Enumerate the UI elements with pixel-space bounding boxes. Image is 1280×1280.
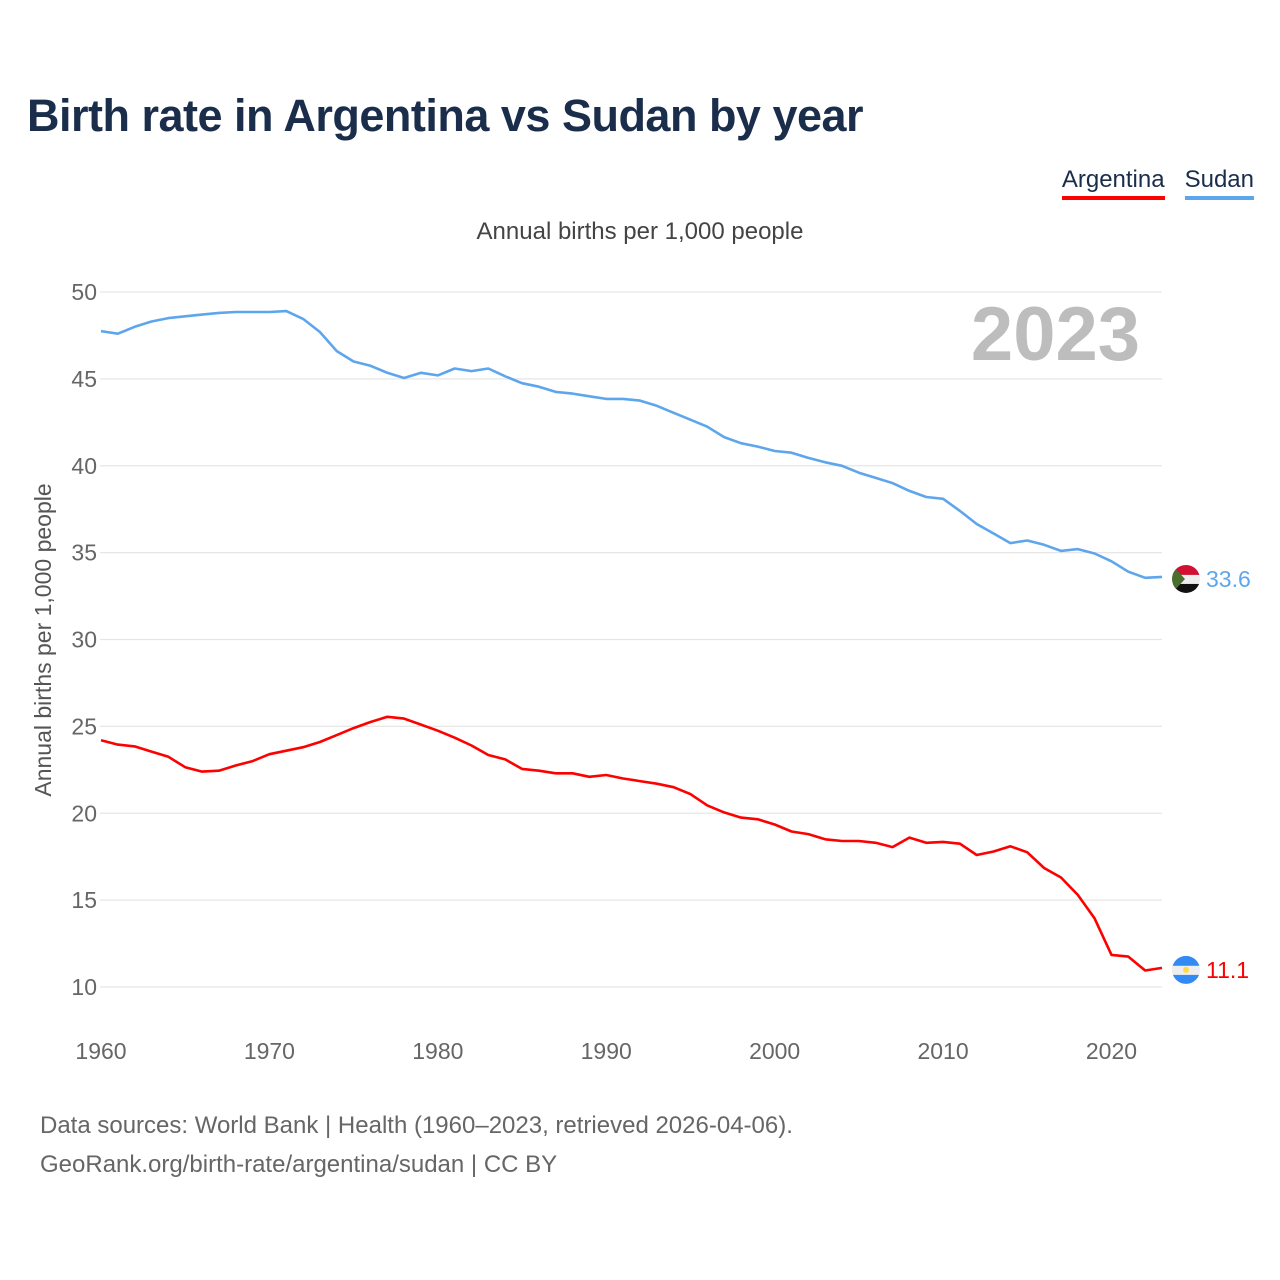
- footer-sources: Data sources: World Bank | Health (1960–…: [40, 1112, 793, 1139]
- series-line-argentina[interactable]: [100, 715, 1163, 972]
- line-chart: 10 15 20 25 30 35 40 45 50 1960 1970 1980 1990 2000 20…: [30, 279, 1251, 1064]
- y-tick-label: 20: [71, 800, 97, 826]
- chart-title: Birth rate in Argentina vs Sudan by year: [27, 90, 864, 141]
- footer-link[interactable]: GeoRank.org/birth-rate/argentina/sudan |…: [40, 1151, 558, 1178]
- y-tick-label: 50: [71, 279, 97, 305]
- y-tick-label: 40: [71, 453, 97, 479]
- end-value-label: 11.1: [1206, 957, 1249, 983]
- year-watermark: 2023: [971, 292, 1140, 377]
- legend: Argentina Sudan: [1061, 166, 1254, 200]
- footer: Data sources: World Bank | Health (1960–…: [40, 1106, 793, 1184]
- x-tick-label: 1990: [581, 1038, 632, 1064]
- sudan-flag-icon: [1172, 564, 1200, 593]
- y-tick-label: 25: [71, 713, 97, 739]
- x-tick-label: 1960: [75, 1038, 126, 1064]
- x-tick-label: 2010: [917, 1038, 968, 1064]
- y-axis-label: Annual births per 1,000 people: [30, 483, 56, 796]
- argentina-flag-icon: [1172, 955, 1200, 984]
- chart-subtitle: Annual births per 1,000 people: [476, 218, 804, 245]
- y-tick-label: 35: [71, 540, 97, 566]
- y-tick-label: 45: [71, 366, 97, 392]
- x-tick-label: 1970: [244, 1038, 295, 1064]
- legend-item-sudan[interactable]: Sudan: [1184, 166, 1254, 200]
- y-tick-label: 10: [71, 974, 97, 1000]
- y-tick-label: 15: [71, 887, 97, 913]
- y-tick-label: 30: [71, 627, 97, 653]
- series-line-sudan[interactable]: [100, 309, 1163, 580]
- x-tick-label: 1980: [412, 1038, 463, 1064]
- x-tick-label: 2020: [1086, 1038, 1137, 1064]
- x-tick-label: 2000: [749, 1038, 800, 1064]
- legend-item-argentina[interactable]: Argentina: [1061, 166, 1165, 200]
- end-value-label: 33.6: [1206, 566, 1251, 592]
